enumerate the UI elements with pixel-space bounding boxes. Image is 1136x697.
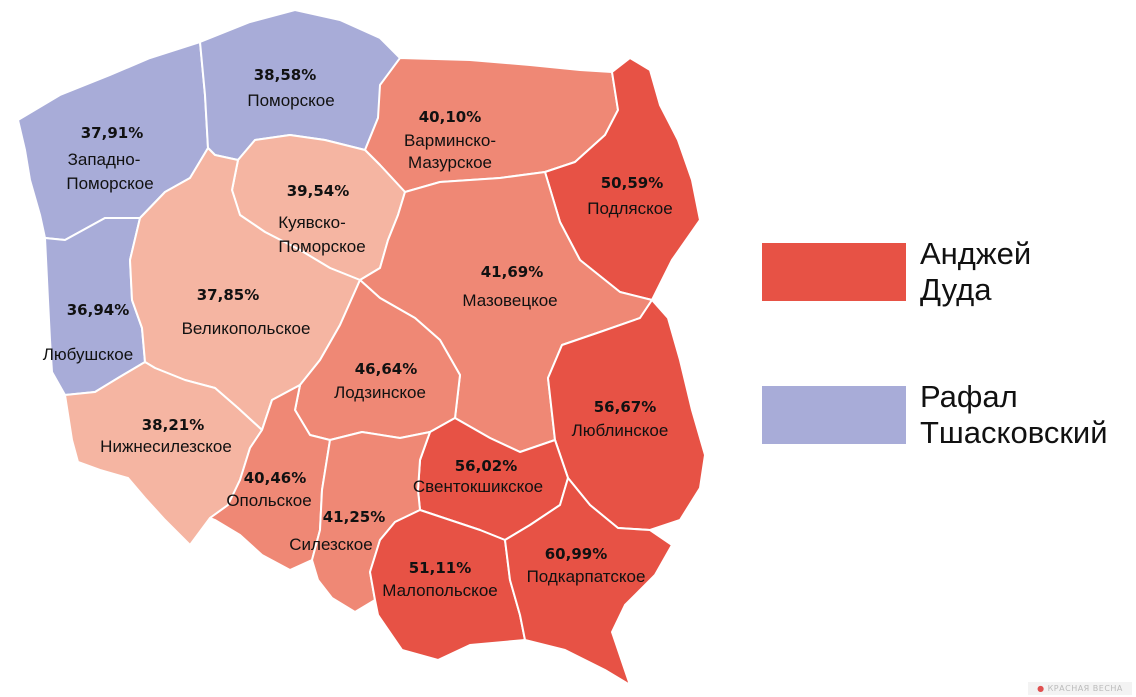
region-name-podkarpackie: Подкарпатское xyxy=(527,567,646,586)
region-value-lubuskie: 36,94% xyxy=(67,301,129,319)
region-opolskie xyxy=(209,384,331,571)
region-name-kujawsko-pomorskie: Куявско-Поморское xyxy=(278,213,365,256)
region-value-swietokrzyskie: 56,02% xyxy=(455,457,517,475)
legend-label-trzaskowski: Рафал Тшасковский xyxy=(920,379,1136,451)
region-name-malopolskie: Малопольское xyxy=(382,581,497,600)
region-name-opolskie: Опольское xyxy=(226,491,311,510)
watermark-logo: ● КРАСНАЯ ВЕСНА xyxy=(1028,682,1132,695)
region-name-pomorskie: Поморское xyxy=(247,91,334,110)
region-value-warminsko-mazurskie: 40,10% xyxy=(419,108,481,126)
region-malopolskie xyxy=(369,509,526,661)
region-name-lodzkie: Лодзинское xyxy=(334,383,426,402)
legend-label-duda-line2: Дуда xyxy=(920,272,992,307)
legend-label-trzaskowski-line1: Рафал xyxy=(920,379,1018,414)
legend-item-duda: Анджей Дуда xyxy=(762,236,1136,308)
region-name-lubelskie: Люблинское xyxy=(572,421,669,440)
region-value-pomorskie: 38,58% xyxy=(254,66,316,84)
region-name-wielkopolskie: Великопольское xyxy=(182,319,311,338)
labels-layer: 37,91% Западно-Поморское 38,58% Поморско… xyxy=(43,66,673,600)
region-value-lubelskie: 56,67% xyxy=(594,398,656,416)
region-name-warminsko-mazurskie: Варминско-Мазурское xyxy=(404,131,496,172)
legend-label-trzaskowski-line2: Тшасковский xyxy=(920,415,1108,450)
region-name-swietokrzyskie: Свентокшикское xyxy=(413,477,543,496)
region-value-malopolskie: 51,11% xyxy=(409,559,471,577)
regions-layer xyxy=(17,9,706,686)
region-value-mazowieckie: 41,69% xyxy=(481,263,543,281)
region-name-zachodniopomorskie: Западно-Поморское xyxy=(66,150,153,193)
legend-swatch-trzaskowski xyxy=(762,386,906,444)
region-value-slaskie: 41,25% xyxy=(323,508,385,526)
region-value-zachodniopomorskie: 37,91% xyxy=(81,124,143,142)
legend-swatch-duda xyxy=(762,243,906,301)
region-value-podkarpackie: 60,99% xyxy=(545,545,607,563)
region-name-lubuskie: Любушское xyxy=(43,345,133,364)
region-value-wielkopolskie: 37,85% xyxy=(197,286,259,304)
region-name-mazowieckie: Мазовецкое xyxy=(462,291,557,310)
region-value-opolskie: 40,46% xyxy=(244,469,306,487)
legend-label-duda: Анджей Дуда xyxy=(920,236,1136,308)
legend-item-trzaskowski: Рафал Тшасковский xyxy=(762,379,1136,451)
watermark-text: КРАСНАЯ ВЕСНА xyxy=(1047,684,1123,693)
region-name-slaskie: Силезское xyxy=(289,535,372,554)
region-value-podlaskie: 50,59% xyxy=(601,174,663,192)
watermark-dot-icon: ● xyxy=(1037,684,1045,693)
region-value-lodzkie: 46,64% xyxy=(355,360,417,378)
region-name-podlaskie: Подляское xyxy=(587,199,672,218)
region-value-kujawsko-pomorskie: 39,54% xyxy=(287,182,349,200)
legend-label-duda-line1: Анджей xyxy=(920,236,1032,271)
region-value-dolnoslaskie: 38,21% xyxy=(142,416,204,434)
region-podkarpackie xyxy=(504,477,673,686)
region-name-dolnoslaskie: Нижнесилезское xyxy=(100,437,232,456)
